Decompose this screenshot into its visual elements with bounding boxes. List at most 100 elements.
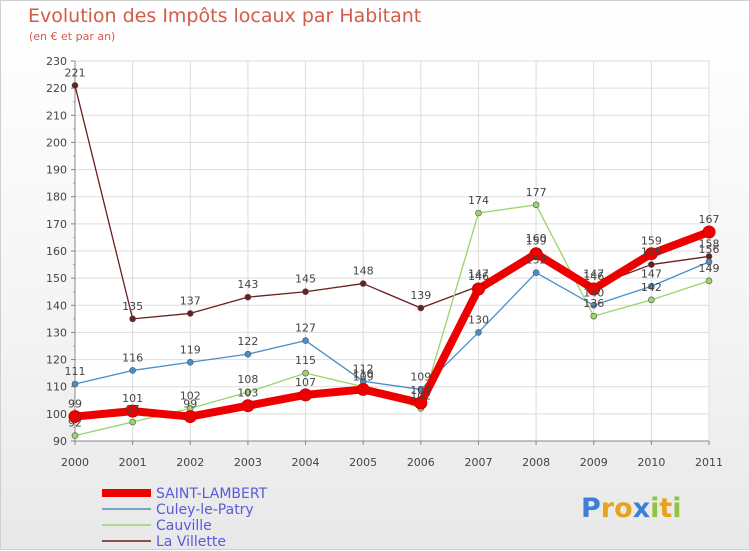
data-label: 115: [295, 354, 316, 367]
data-label: 99: [68, 398, 82, 411]
data-point: [532, 269, 540, 277]
data-point: [475, 329, 482, 336]
y-tick-label: 130: [46, 326, 67, 339]
data-label: 101: [122, 392, 143, 405]
data-point: [244, 388, 252, 396]
data-label: 119: [180, 343, 201, 356]
data-label: 116: [122, 351, 143, 364]
data-label: 136: [583, 297, 604, 310]
x-tick-label: 2006: [407, 456, 435, 469]
data-point: [359, 280, 367, 287]
data-point: [241, 399, 255, 413]
x-tick-label: 2008: [522, 456, 550, 469]
y-tick-label: 200: [46, 136, 67, 149]
y-tick-label: 150: [46, 272, 67, 285]
data-label: 102: [410, 389, 431, 402]
data-point: [302, 288, 309, 296]
data-label: 160: [526, 232, 547, 245]
data-label: 102: [180, 389, 201, 402]
y-tick-label: 170: [46, 218, 67, 231]
data-label: 143: [237, 278, 258, 291]
chart-title: Evolution des Impôts locaux par Habitant: [28, 5, 422, 27]
proxiti-logo: Proxiti: [581, 493, 682, 524]
data-label: 127: [295, 322, 316, 335]
data-label: 149: [699, 262, 720, 275]
y-tick-label: 100: [46, 408, 67, 421]
x-tick-label: 2009: [580, 456, 608, 469]
y-tick-label: 190: [46, 164, 67, 177]
y-tick-label: 210: [46, 109, 67, 122]
data-point: [414, 396, 428, 410]
x-tick-label: 2010: [637, 456, 665, 469]
x-tick-label: 2005: [349, 456, 377, 469]
data-label: 130: [468, 313, 489, 326]
y-tick-label: 120: [46, 354, 67, 367]
data-label: 92: [68, 417, 82, 430]
data-point: [471, 282, 485, 296]
data-label: 140: [583, 286, 604, 299]
data-point: [71, 380, 79, 388]
data-label: 109: [353, 370, 374, 383]
data-label: 148: [353, 265, 374, 278]
data-label: 110: [353, 368, 374, 381]
data-label: 152: [526, 254, 547, 267]
y-tick-label: 160: [46, 245, 67, 258]
data-label: 107: [295, 376, 316, 389]
y-tick-label: 180: [46, 191, 67, 204]
x-tick-label: 2004: [292, 456, 320, 469]
data-point: [587, 282, 601, 296]
y-tick-label: 90: [53, 435, 67, 448]
data-point: [532, 201, 540, 209]
data-label: 174: [468, 194, 489, 207]
data-label: 167: [699, 213, 720, 226]
data-label: 135: [122, 300, 143, 313]
data-point: [129, 367, 136, 374]
data-point: [129, 418, 136, 426]
data-label: 156: [699, 243, 720, 256]
data-label: 158: [699, 237, 720, 250]
legend-label: Cauville: [156, 518, 212, 534]
x-tick-label: 2002: [176, 456, 204, 469]
data-point: [126, 404, 140, 418]
data-label: 122: [237, 335, 258, 348]
y-tick-label: 220: [46, 82, 67, 95]
data-point: [299, 388, 313, 402]
data-label: 112: [353, 362, 374, 375]
data-point: [71, 432, 79, 439]
data-label: 104: [410, 384, 431, 397]
data-point: [705, 258, 713, 266]
data-point: [417, 304, 425, 312]
data-label: 108: [237, 373, 258, 386]
data-point: [71, 82, 79, 89]
data-label: 97: [126, 403, 140, 416]
data-label: 159: [641, 235, 662, 248]
data-point: [475, 209, 482, 217]
y-tick-label: 140: [46, 299, 67, 312]
y-tick-label: 230: [46, 55, 67, 68]
data-point: [648, 261, 655, 268]
data-label: 155: [641, 246, 662, 259]
x-tick-label: 2003: [234, 456, 262, 469]
data-point: [68, 410, 82, 424]
data-label: 145: [295, 273, 316, 286]
series-line-saint-lambert: [71, 228, 713, 421]
x-tick-label: 2001: [119, 456, 147, 469]
data-point: [702, 225, 716, 239]
data-label: 147: [468, 267, 489, 280]
data-point: [648, 296, 655, 304]
data-label: 139: [410, 289, 431, 302]
data-label: 99: [183, 398, 197, 411]
data-label: 137: [180, 294, 201, 307]
data-label: 146: [468, 270, 489, 283]
data-label: 221: [65, 66, 86, 79]
data-point: [644, 247, 658, 261]
data-label: 103: [237, 387, 258, 400]
data-point: [183, 410, 197, 424]
legend-label: Culey-le-Patry: [156, 502, 254, 518]
data-point: [648, 282, 655, 290]
data-point: [705, 277, 713, 285]
chart-subtitle: (en € et par an): [29, 30, 116, 43]
data-point: [244, 293, 252, 301]
